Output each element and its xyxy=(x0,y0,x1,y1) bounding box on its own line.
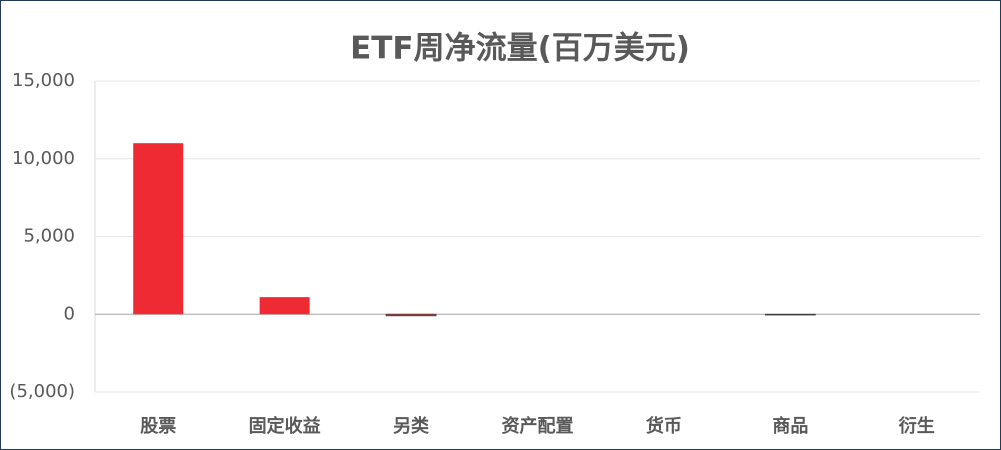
bar xyxy=(259,297,310,315)
bar xyxy=(385,313,437,317)
x-tick-label: 货币 xyxy=(646,415,682,437)
y-tick-label: (5,000) xyxy=(9,381,75,402)
bar xyxy=(764,313,816,316)
chart-title: ETF周净流量(百万美元) xyxy=(350,31,690,67)
x-tick-label: 固定收益 xyxy=(249,415,321,437)
y-tick-label: 10,000 xyxy=(12,148,75,169)
x-tick-label: 商品 xyxy=(772,415,808,437)
x-tick-label: 另类 xyxy=(393,415,430,437)
x-tick-label: 股票 xyxy=(139,416,176,437)
bar xyxy=(133,143,184,315)
y-tick-label: 15,000 xyxy=(12,70,75,91)
y-tick-label: 0 xyxy=(64,303,75,324)
x-tick-label: 资产配置 xyxy=(502,415,574,437)
y-tick-label: 5,000 xyxy=(23,226,75,247)
x-tick-label: 衍生 xyxy=(899,415,935,437)
